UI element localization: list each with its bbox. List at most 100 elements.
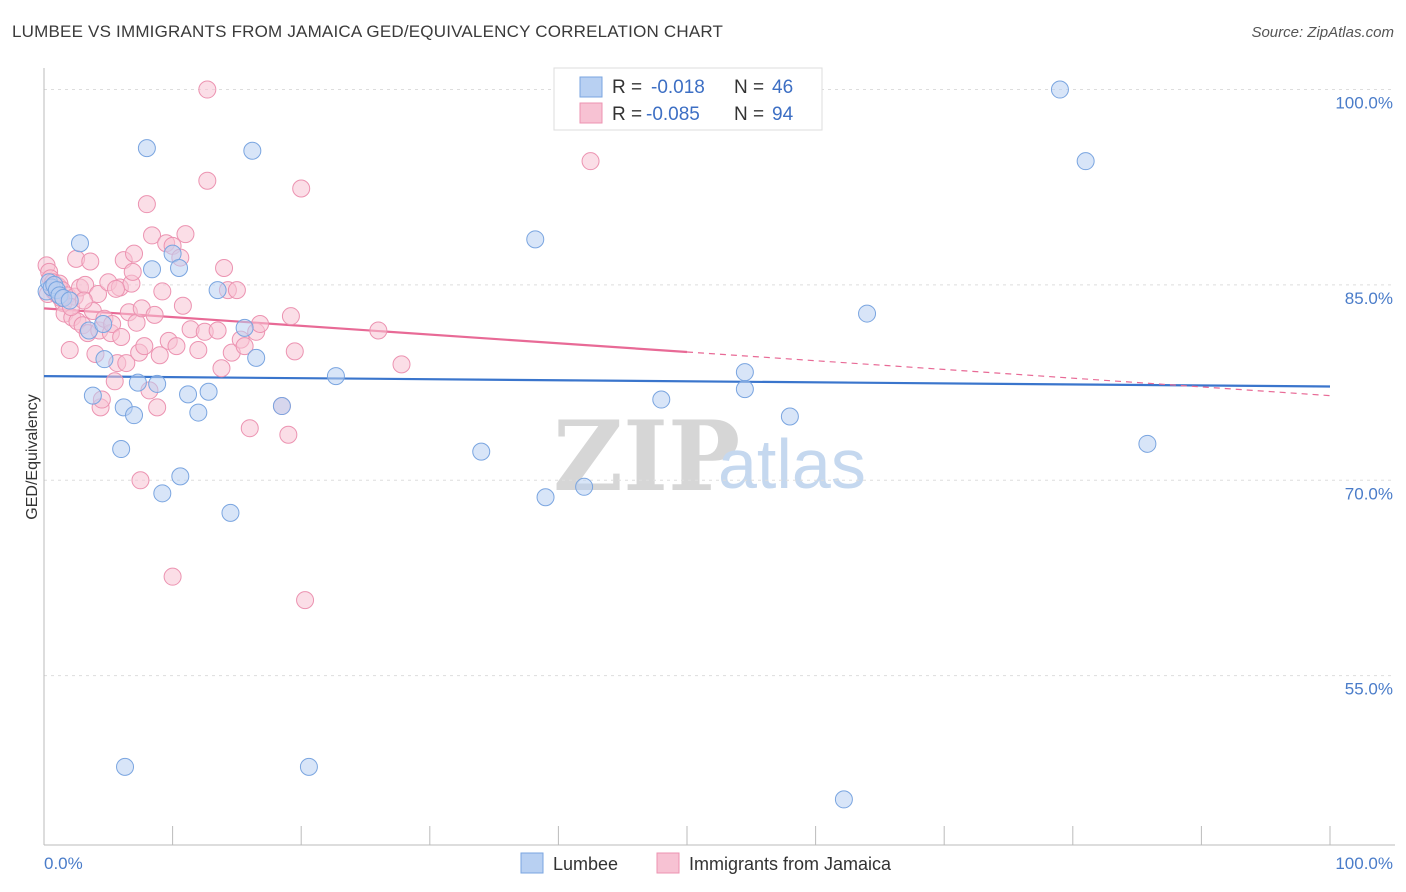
point-jamaica (208, 321, 227, 340)
point-lumbee (735, 380, 754, 399)
point-lumbee (1050, 80, 1069, 99)
y-tick-label: 85.0% (1345, 289, 1393, 308)
legend-n-value-lumbee: 46 (772, 77, 793, 98)
watermark-atlas: atlas (718, 425, 866, 503)
y-tick-label: 70.0% (1345, 484, 1393, 503)
correlation-legend: R = -0.018 N = 46 R = -0.085 N = 94 (553, 67, 823, 131)
chart-title: LUMBEE VS IMMIGRANTS FROM JAMAICA GED/EQ… (12, 22, 724, 41)
trendline-jamaica-extrapolated (686, 351, 1331, 397)
point-lumbee (60, 291, 79, 310)
point-jamaica (173, 296, 192, 315)
legend-r-value-lumbee: -0.018 (651, 77, 705, 98)
point-jamaica (107, 279, 126, 298)
point-jamaica (279, 425, 298, 444)
point-jamaica (137, 195, 156, 214)
point-lumbee (143, 260, 162, 279)
point-jamaica (215, 258, 234, 277)
point-jamaica (189, 341, 208, 360)
legend-n-label-jamaica: N = (734, 104, 764, 125)
series-lumbee (37, 80, 1157, 809)
watermark-zip: ZIP (553, 400, 740, 513)
legend-n-label-lumbee: N = (734, 77, 764, 98)
point-lumbee (112, 440, 131, 459)
point-jamaica (153, 282, 172, 301)
trendline-lumbee (43, 374, 1331, 388)
series-legend: Lumbee Immigrants from Jamaica (520, 852, 892, 874)
point-jamaica (112, 328, 131, 347)
point-lumbee (137, 139, 156, 158)
point-lumbee (235, 318, 254, 337)
point-lumbee (575, 477, 594, 496)
y-axis-label: GED/Equivalency (24, 394, 41, 519)
legend-swatch-lumbee (579, 76, 603, 98)
point-jamaica (148, 398, 167, 417)
point-lumbee (170, 258, 189, 277)
point-jamaica (123, 262, 142, 281)
point-jamaica (135, 337, 154, 356)
point-jamaica (117, 354, 136, 373)
point-lumbee (652, 390, 671, 409)
point-jamaica (581, 152, 600, 171)
point-lumbee (326, 367, 345, 386)
series-immigrants-from-jamaica (37, 80, 600, 610)
point-lumbee (171, 467, 190, 486)
point-jamaica (143, 226, 162, 245)
point-jamaica (176, 225, 195, 244)
gridlines (44, 89, 1395, 677)
point-jamaica (392, 355, 411, 374)
point-lumbee (243, 141, 262, 160)
point-lumbee (472, 442, 491, 461)
point-lumbee (95, 350, 114, 369)
bottom-legend-swatch-lumbee (520, 852, 544, 874)
point-jamaica (227, 281, 246, 300)
legend-r-value-jamaica: -0.085 (646, 104, 700, 125)
point-jamaica (198, 171, 217, 190)
point-lumbee (526, 230, 545, 249)
point-lumbee (128, 373, 147, 392)
point-lumbee (299, 757, 318, 776)
x-tick-label: 100.0% (1335, 854, 1393, 873)
point-jamaica (167, 337, 186, 356)
y-tick-label: 55.0% (1345, 680, 1393, 699)
point-lumbee (735, 363, 754, 382)
point-jamaica (235, 337, 254, 356)
point-lumbee (71, 234, 90, 253)
point-jamaica (131, 471, 150, 490)
point-jamaica (240, 419, 259, 438)
point-lumbee (858, 304, 877, 323)
point-lumbee (153, 484, 172, 503)
point-jamaica (60, 341, 79, 360)
point-lumbee (189, 403, 208, 422)
point-jamaica (281, 307, 300, 326)
legend-r-label-lumbee: R = (612, 77, 642, 98)
point-jamaica (163, 567, 182, 586)
bottom-legend-swatch-jamaica (656, 852, 680, 874)
source-label: Source: ZipAtlas.com (1251, 24, 1394, 41)
point-lumbee (83, 386, 102, 405)
point-lumbee (1138, 434, 1157, 453)
point-jamaica (292, 179, 311, 198)
point-lumbee (179, 385, 198, 404)
point-jamaica (198, 80, 217, 99)
point-lumbee (536, 488, 555, 507)
x-tick-label: 0.0% (44, 854, 83, 873)
bottom-legend-jamaica: Immigrants from Jamaica (689, 854, 892, 874)
point-jamaica (125, 244, 144, 263)
y-tick-labels: 100.0% 85.0% 70.0% 55.0% (1335, 94, 1393, 699)
point-lumbee (1076, 152, 1095, 171)
point-lumbee (247, 348, 266, 367)
y-tick-label: 100.0% (1335, 94, 1393, 113)
legend-n-value-jamaica: 94 (772, 104, 794, 125)
point-jamaica (369, 321, 388, 340)
legend-swatch-jamaica (579, 102, 603, 124)
point-lumbee (780, 407, 799, 426)
point-lumbee (116, 757, 135, 776)
point-jamaica (105, 372, 124, 391)
point-jamaica (145, 305, 164, 324)
point-jamaica (251, 314, 270, 333)
point-jamaica (296, 591, 315, 610)
axes (43, 68, 1395, 846)
point-lumbee (208, 281, 227, 300)
point-lumbee (199, 382, 218, 401)
